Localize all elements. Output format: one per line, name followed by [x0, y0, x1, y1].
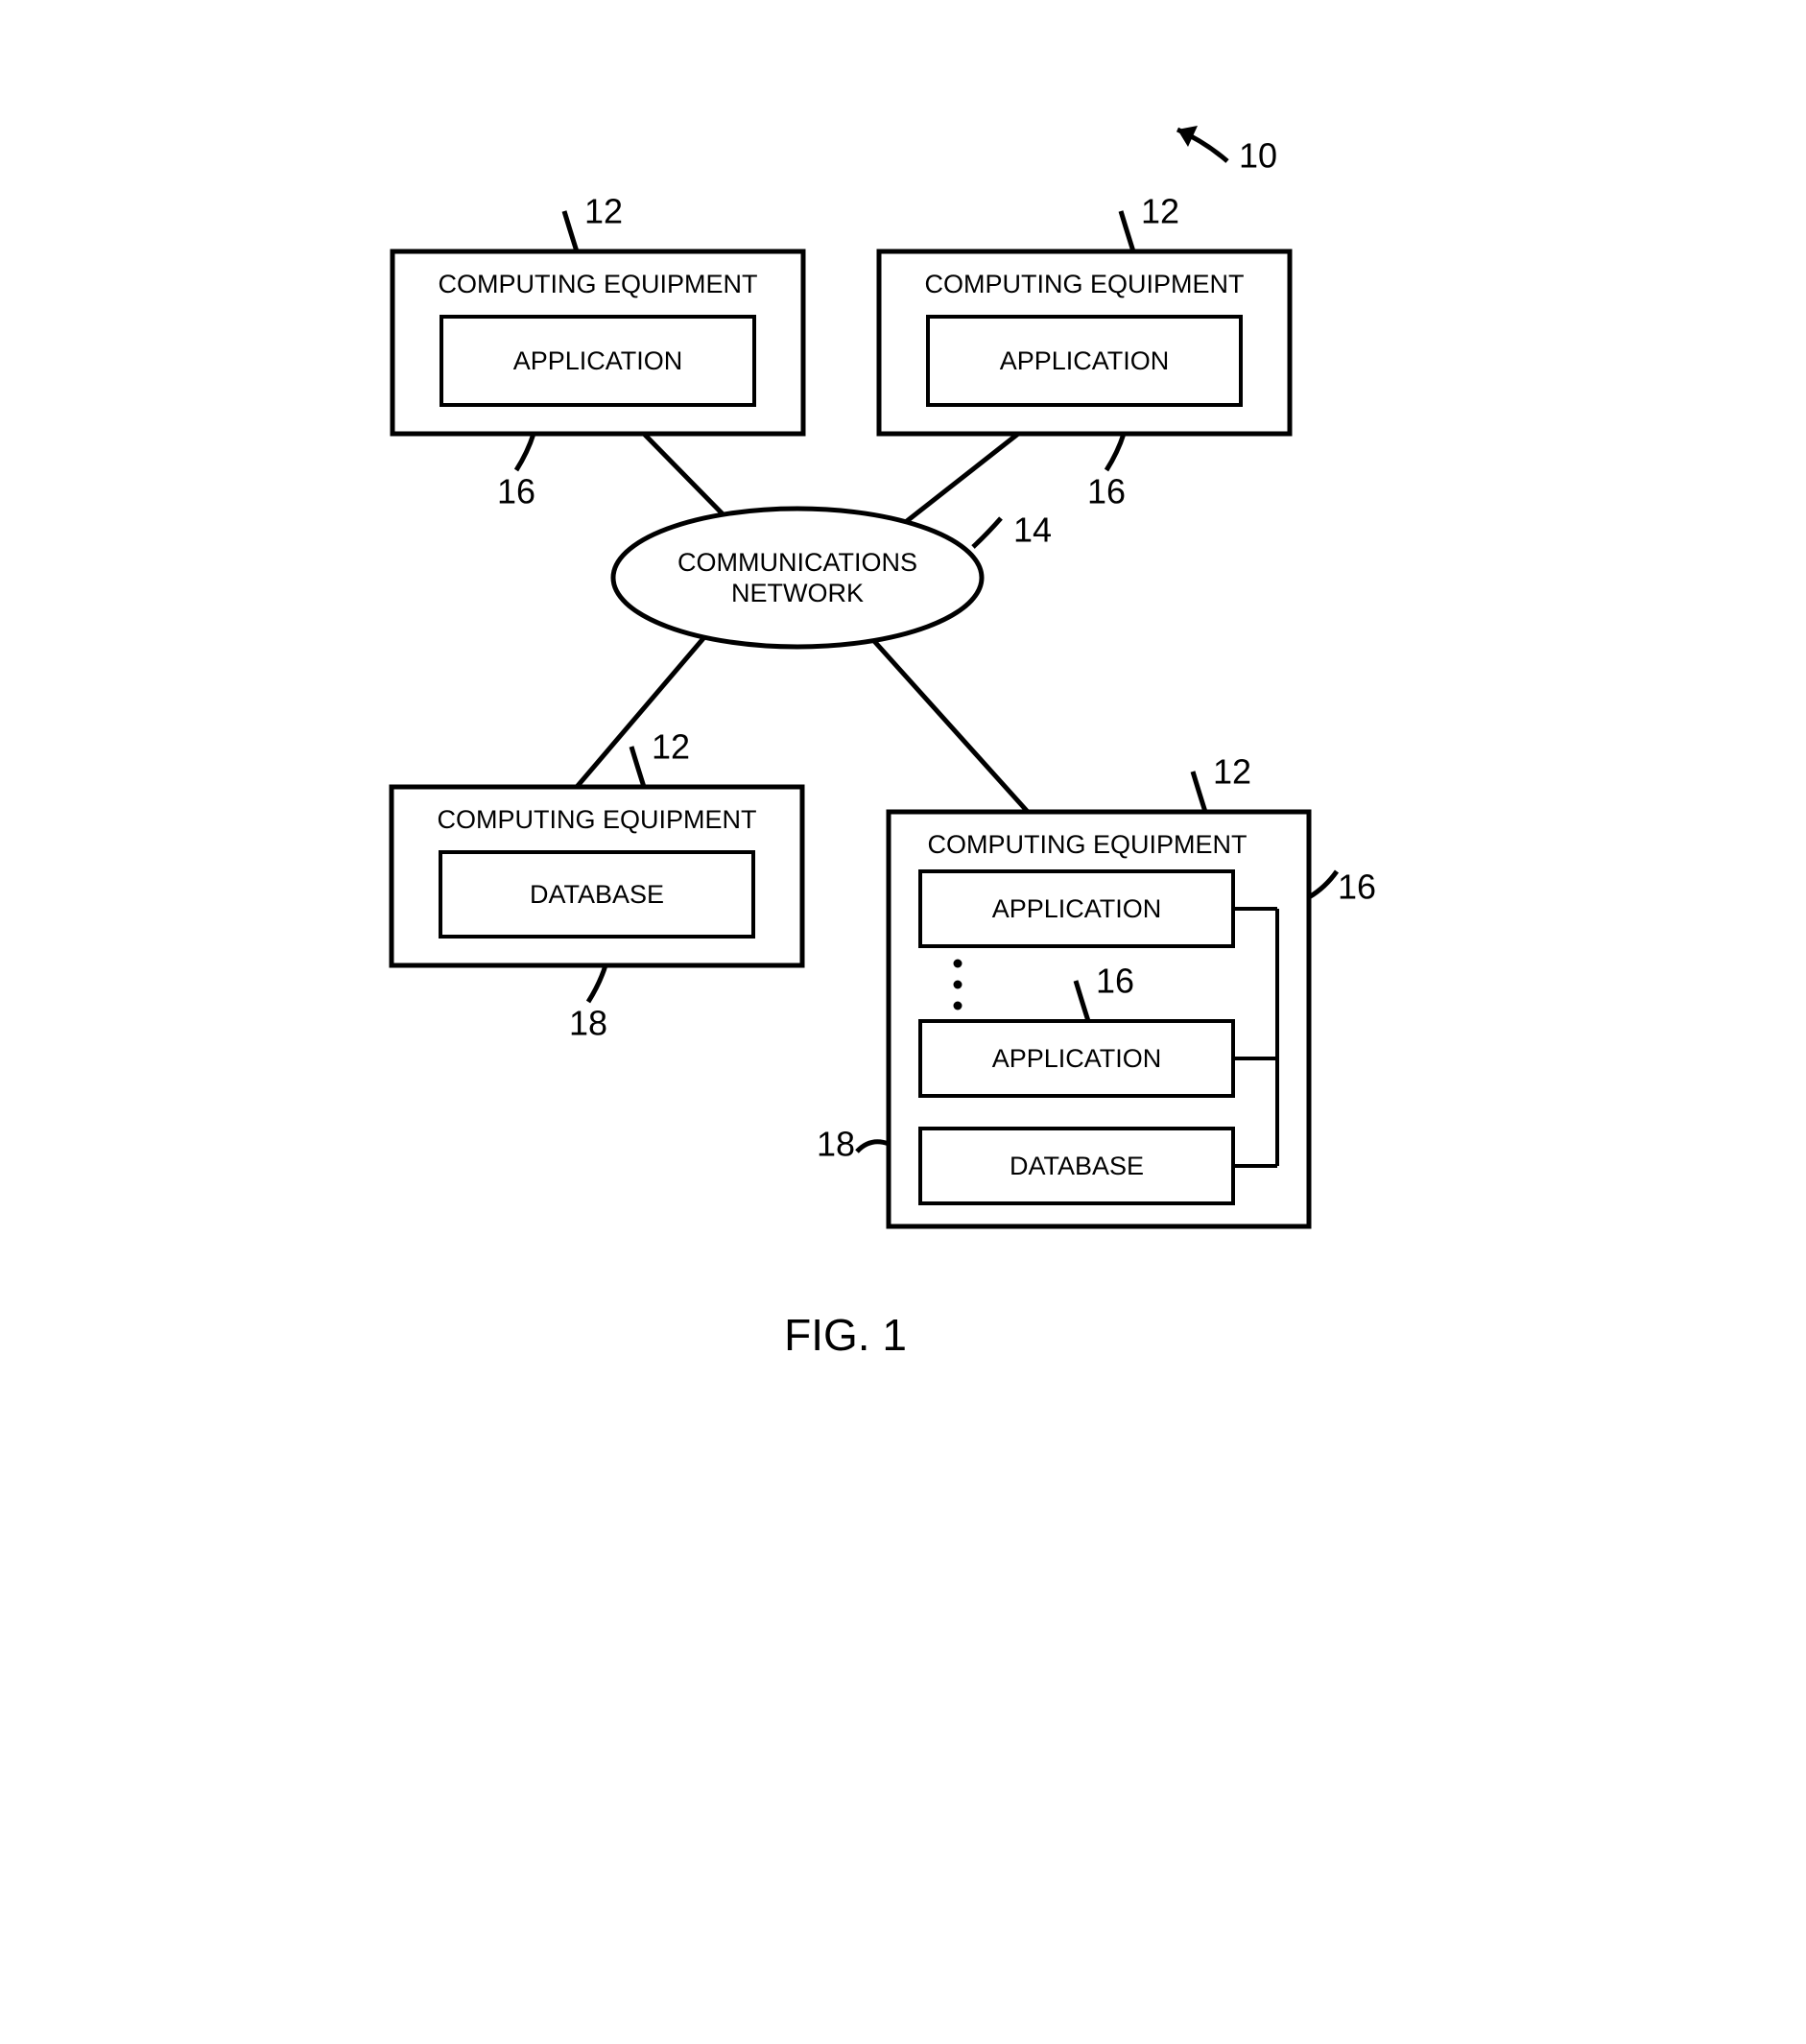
bottom-right-item1-ref: 16 [1096, 962, 1134, 1001]
edge-network-bottomleft [577, 624, 716, 787]
bottom-left-inner-ref: 18 [569, 1004, 607, 1043]
network-label-line1: COMMUNICATIONS [677, 548, 917, 577]
top-left-inner-ref: 16 [497, 472, 535, 511]
diagram-figure: COMPUTING EQUIPMENT APPLICATION 12 16 CO… [289, 0, 1517, 1391]
top-right-ref: 12 [1141, 192, 1179, 231]
bottom-right-ref: 12 [1213, 752, 1251, 792]
node-top-right: COMPUTING EQUIPMENT APPLICATION 12 16 [879, 192, 1290, 511]
figure-label: FIG. 1 [784, 1310, 907, 1360]
bottom-right-item0-ref: 16 [1338, 868, 1376, 907]
bottom-right-item0-label: APPLICATION [992, 894, 1162, 923]
bottom-left-inner-label: DATABASE [530, 880, 664, 909]
bottom-right-title: COMPUTING EQUIPMENT [927, 830, 1247, 859]
bottom-left-title: COMPUTING EQUIPMENT [437, 805, 756, 834]
node-bottom-right: COMPUTING EQUIPMENT APPLICATION APPLICAT… [817, 752, 1376, 1226]
top-right-inner-ref: 16 [1087, 472, 1126, 511]
bottom-right-item2-ref: 18 [817, 1125, 855, 1164]
system-ref-label: 10 [1239, 136, 1277, 176]
top-left-title: COMPUTING EQUIPMENT [438, 270, 757, 298]
network-label-line2: NETWORK [731, 579, 864, 607]
network-ref: 14 [1013, 511, 1052, 550]
system-reference: 10 [1177, 126, 1277, 176]
top-right-inner-label: APPLICATION [1000, 346, 1170, 375]
top-right-title: COMPUTING EQUIPMENT [924, 270, 1244, 298]
bottom-right-item1-label: APPLICATION [992, 1044, 1162, 1073]
top-left-ref: 12 [584, 192, 623, 231]
edge-network-bottomright [865, 630, 1028, 812]
node-bottom-left: COMPUTING EQUIPMENT DATABASE 12 18 [392, 727, 802, 1043]
bottom-left-ref: 12 [652, 727, 690, 767]
top-left-inner-label: APPLICATION [513, 346, 683, 375]
node-network: COMMUNICATIONS NETWORK 14 [613, 509, 1052, 647]
node-top-left: COMPUTING EQUIPMENT APPLICATION 12 16 [392, 192, 803, 511]
bottom-right-item2-label: DATABASE [1010, 1152, 1144, 1180]
